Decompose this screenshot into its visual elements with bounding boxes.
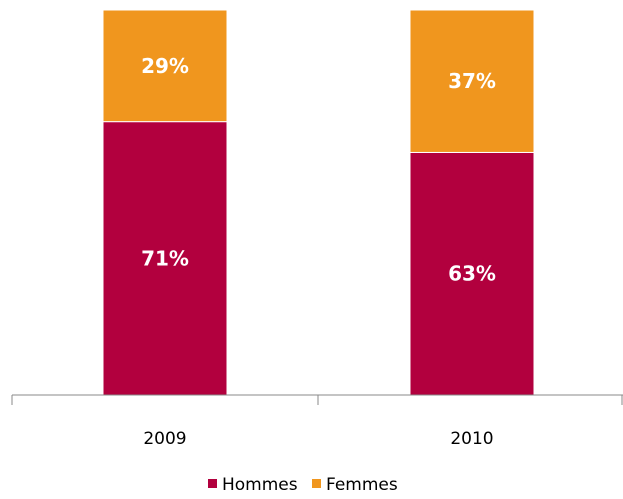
bar-hommes-2009 [102,121,228,396]
data-label-hommes-2010: 63% [448,262,496,286]
legend-swatch-femmes [312,479,321,488]
legend-swatch-hommes [208,479,217,488]
legend-label-femmes: Femmes [326,475,398,495]
bars-group [102,9,535,396]
legend-label-hommes: Hommes [222,475,298,495]
data-label-hommes-2009: 71% [141,246,189,270]
data-labels-group: 71% 29% 63% 37% [141,54,496,286]
legend: Hommes Femmes [208,475,398,495]
x-tick-label-2009: 2009 [143,429,186,449]
bar-femmes-2009 [102,9,228,123]
data-label-femmes-2010: 37% [448,69,496,93]
x-tick-labels: 2009 2010 [143,429,493,449]
x-tick-label-2010: 2010 [450,429,493,449]
x-axis [11,394,623,405]
data-label-femmes-2009: 29% [141,54,189,78]
bar-femmes-2010 [409,9,535,153]
